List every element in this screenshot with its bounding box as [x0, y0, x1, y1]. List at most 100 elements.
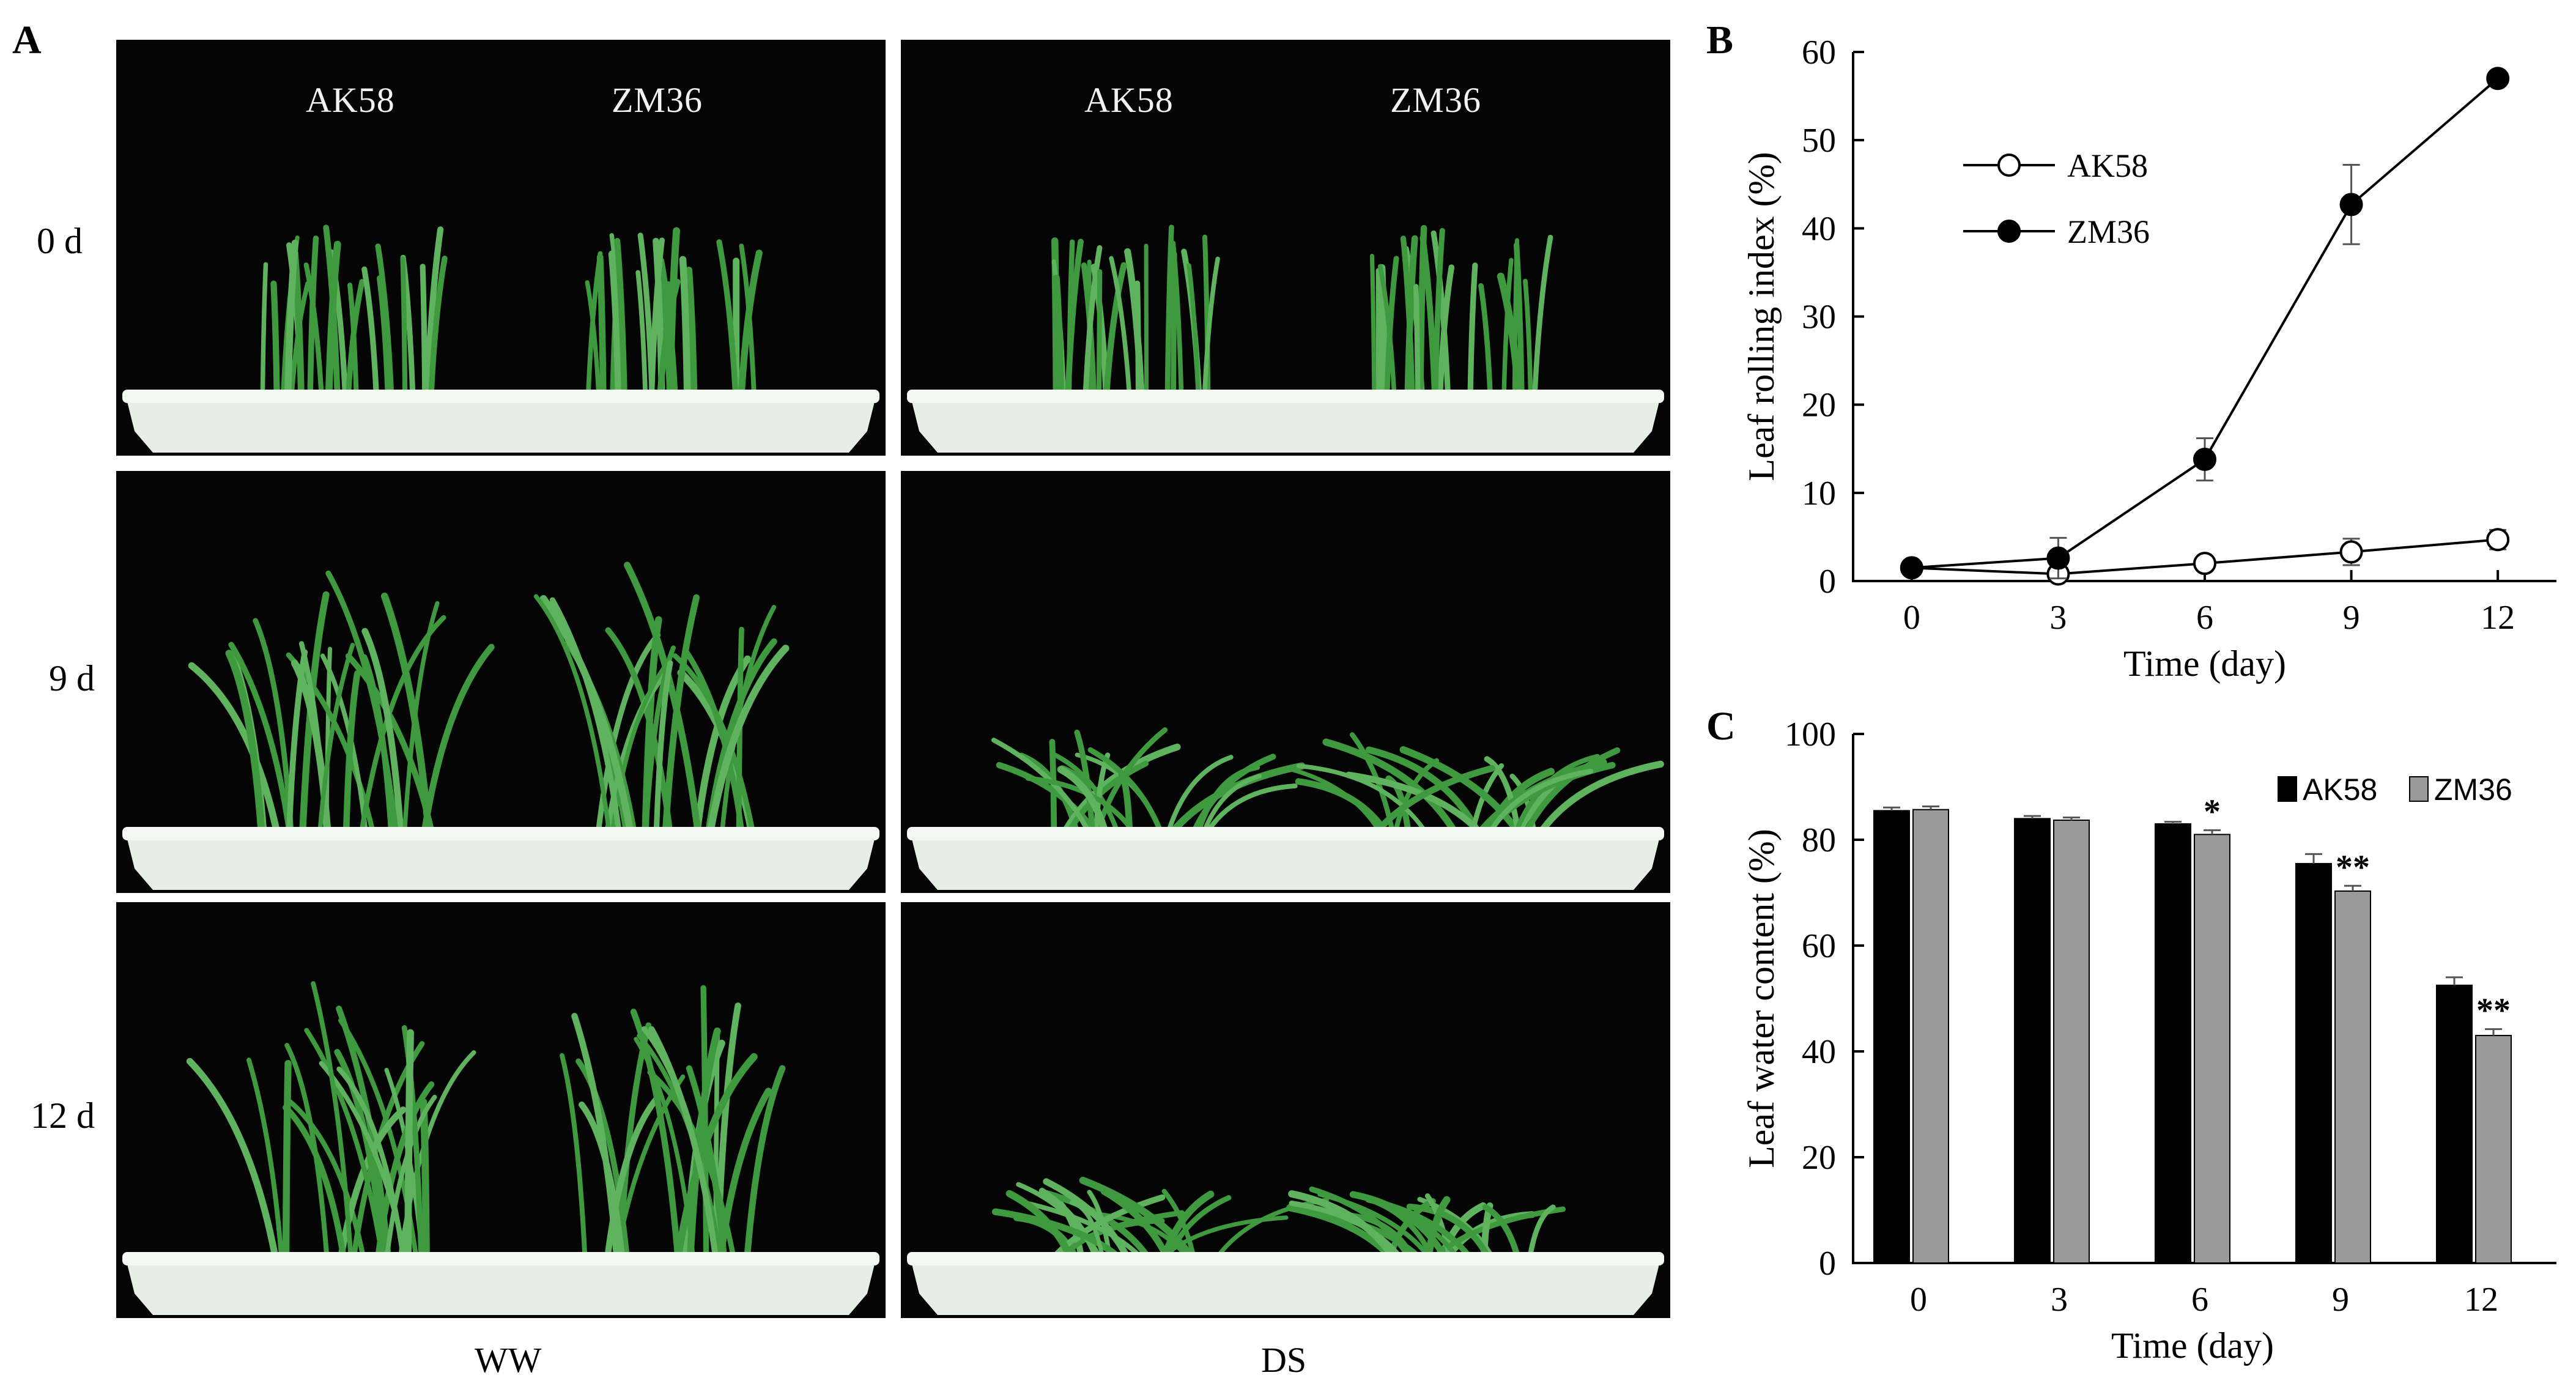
tray	[125, 394, 876, 453]
leaf-blade	[562, 1056, 585, 1260]
x-tick-label: 3	[2049, 599, 2067, 637]
x-tick-label: 0	[1910, 1281, 1927, 1319]
tray-rim	[907, 390, 1664, 403]
bar-zm36	[2054, 820, 2089, 1263]
leaf-blade	[1416, 287, 1418, 398]
panel-b-letter: B	[1706, 17, 1733, 64]
seedling-illustration	[116, 40, 886, 456]
tray-rim	[122, 390, 879, 403]
x-axis-title: Time (day)	[2111, 1325, 2274, 1366]
axis-lines	[1853, 734, 2556, 1263]
seedling-illustration	[901, 902, 1670, 1318]
bar-ak58	[1874, 810, 1909, 1263]
leaf-blade	[1534, 237, 1550, 398]
leaf-blade	[423, 1102, 426, 1260]
legend-swatch	[2410, 777, 2428, 801]
x-axis-title: Time (day)	[2123, 643, 2286, 684]
data-point-zm36	[2487, 68, 2508, 89]
tray	[910, 832, 1661, 890]
seedling-illustration	[901, 40, 1670, 456]
panel-c-letter: C	[1706, 703, 1736, 750]
x-tick-label: 9	[2332, 1281, 2349, 1319]
leaf-blade	[286, 1064, 289, 1260]
y-tick-label: 20	[1802, 387, 1836, 424]
y-tick-label: 0	[1819, 563, 1836, 601]
legend-label-zm36: ZM36	[2434, 772, 2512, 807]
data-point-ak58	[1901, 557, 1922, 578]
leaf-blade	[1173, 254, 1174, 398]
data-point-zm36	[2341, 194, 2362, 215]
data-point-zm36	[2194, 449, 2215, 470]
y-tick-label: 60	[1802, 34, 1836, 72]
legend-label-zm36: ZM36	[2067, 213, 2150, 250]
legend-label-ak58: AK58	[2303, 772, 2377, 807]
seedling-photo	[116, 902, 886, 1318]
col-label-ds: DS	[1261, 1339, 1306, 1380]
tray-rim	[122, 827, 879, 840]
bar-ak58	[2296, 864, 2331, 1263]
tray	[910, 1257, 1661, 1315]
x-tick-label: 9	[2343, 599, 2360, 637]
x-tick-label: 6	[2191, 1281, 2208, 1319]
y-axis-title: Leaf water content (%)	[1741, 829, 1782, 1168]
row-label-0d: 0 d	[37, 220, 83, 262]
y-tick-label: 10	[1802, 475, 1836, 513]
seedling-photo	[116, 40, 886, 456]
x-tick-label: 12	[2464, 1281, 2498, 1319]
leaf-blade	[1525, 281, 1531, 398]
seedling-photo	[901, 471, 1670, 893]
data-point-ak58	[2341, 541, 2362, 562]
y-tick-label: 60	[1802, 927, 1836, 965]
y-tick-label: 80	[1802, 821, 1836, 859]
row-label-12d: 12 d	[31, 1095, 95, 1137]
seedling-photo	[901, 902, 1670, 1318]
leaf-blade	[365, 269, 377, 398]
leaf-blade	[683, 259, 687, 398]
leaf-blade	[1189, 265, 1198, 398]
y-tick-label: 40	[1802, 210, 1836, 248]
photo-label-ak58: AK58	[306, 80, 395, 120]
series-line-zm36	[1912, 78, 2498, 568]
seedling-illustration	[116, 902, 886, 1318]
data-point-zm36	[2048, 548, 2068, 569]
tray-rim	[907, 1252, 1664, 1265]
leaf-blade	[262, 264, 265, 398]
photo-label-ak58: AK58	[1084, 80, 1174, 120]
leaf-blade	[380, 278, 389, 398]
legend-label-ak58: AK58	[2067, 147, 2148, 184]
leaf-blade	[273, 284, 276, 398]
leaf-blade	[1099, 272, 1100, 398]
data-point-ak58	[2048, 563, 2068, 584]
bar-zm36	[1913, 810, 1949, 1263]
y-tick-label: 0	[1819, 1245, 1836, 1283]
significance-mark: **	[2336, 848, 2370, 886]
leaf-blade	[1052, 742, 1054, 835]
leaf-blade	[1069, 242, 1072, 398]
tray	[910, 394, 1661, 453]
col-label-ww: WW	[475, 1339, 542, 1380]
y-tick-label: 50	[1802, 122, 1836, 160]
leaf-blade	[403, 259, 405, 398]
y-tick-label: 30	[1802, 298, 1836, 336]
leaf-blade	[1137, 283, 1138, 398]
bar-ak58	[2437, 985, 2472, 1263]
leaf-blade	[1146, 246, 1147, 398]
x-tick-label: 3	[2051, 1281, 2068, 1319]
seedling-illustration	[116, 471, 886, 893]
leaf-blade	[408, 1033, 410, 1260]
tray-rim	[122, 1252, 879, 1265]
bar-ak58	[2155, 824, 2191, 1263]
y-tick-label: 100	[1785, 716, 1836, 754]
leaf-blade	[423, 267, 425, 398]
leaf-blade	[1481, 286, 1490, 398]
x-tick-label: 6	[2196, 599, 2213, 637]
x-tick-label: 12	[2481, 599, 2515, 637]
y-tick-label: 40	[1802, 1033, 1836, 1071]
legend-marker	[1999, 221, 2019, 242]
leaf-blade	[668, 284, 673, 398]
bar-ak58	[2015, 818, 2050, 1263]
y-axis-title: Leaf rolling index (%)	[1741, 152, 1782, 481]
legend-swatch	[2278, 777, 2297, 801]
seedling-photo	[116, 471, 886, 893]
tray-rim	[907, 827, 1664, 840]
